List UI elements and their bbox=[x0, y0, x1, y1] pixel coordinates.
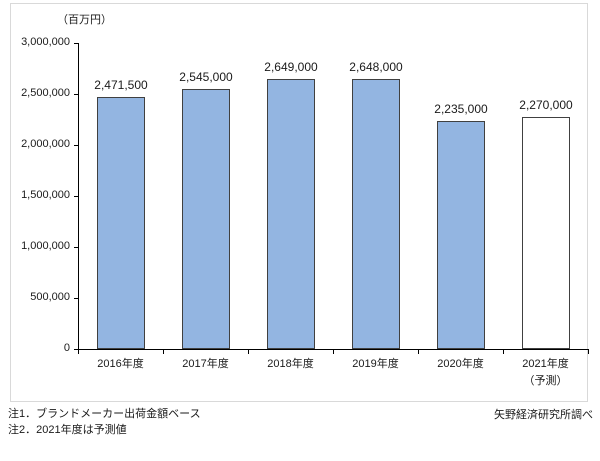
x-axis-tick bbox=[588, 349, 589, 354]
y-axis-unit-label: （百万円） bbox=[57, 14, 112, 26]
source-credit: 矢野経済研究所調べ bbox=[494, 409, 593, 421]
chart-notes: 注1．ブランドメーカー出荷金額ベース 注2．2021年度は予測値 bbox=[8, 406, 201, 438]
note-1: 注1．ブランドメーカー出荷金額ベース bbox=[8, 408, 201, 420]
note-2: 注2．2021年度は予測値 bbox=[8, 424, 127, 436]
chart-frame bbox=[10, 3, 588, 402]
